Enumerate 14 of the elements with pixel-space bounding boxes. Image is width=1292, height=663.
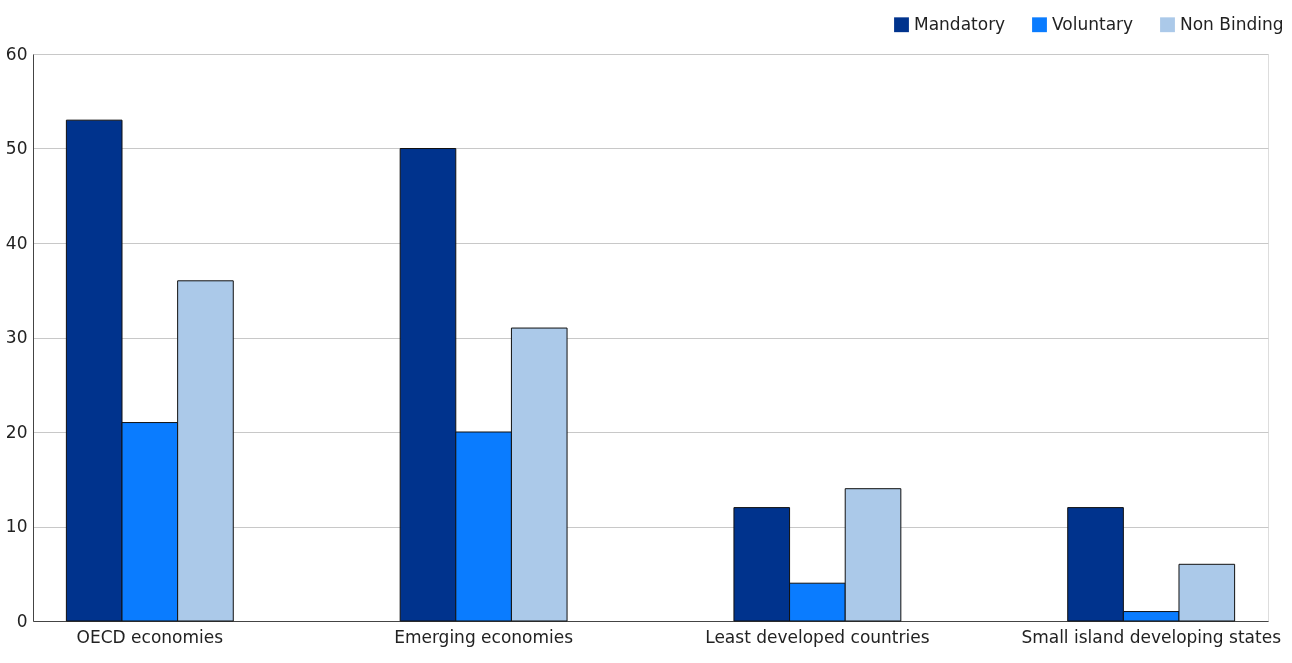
x-tick-label: OECD economies xyxy=(76,626,224,647)
y-tick-label: 10 xyxy=(5,516,28,536)
y-tick-label: 50 xyxy=(5,138,28,158)
y-tick-label: 0 xyxy=(16,610,28,631)
y-tick-label: 20 xyxy=(5,421,28,442)
y-tick-label: 60 xyxy=(5,43,28,64)
legend-label: Non Binding xyxy=(1180,13,1284,34)
y-tick-label: 40 xyxy=(5,232,28,253)
x-tick-label: Least developed countries xyxy=(705,626,930,647)
legend-label: Mandatory xyxy=(914,13,1006,34)
y-tick-label: 30 xyxy=(5,327,28,347)
legend-label: Voluntary xyxy=(1052,13,1134,34)
x-tick-label: Small island developing states xyxy=(1021,626,1282,647)
x-tick-label: Emerging economies xyxy=(394,626,574,647)
